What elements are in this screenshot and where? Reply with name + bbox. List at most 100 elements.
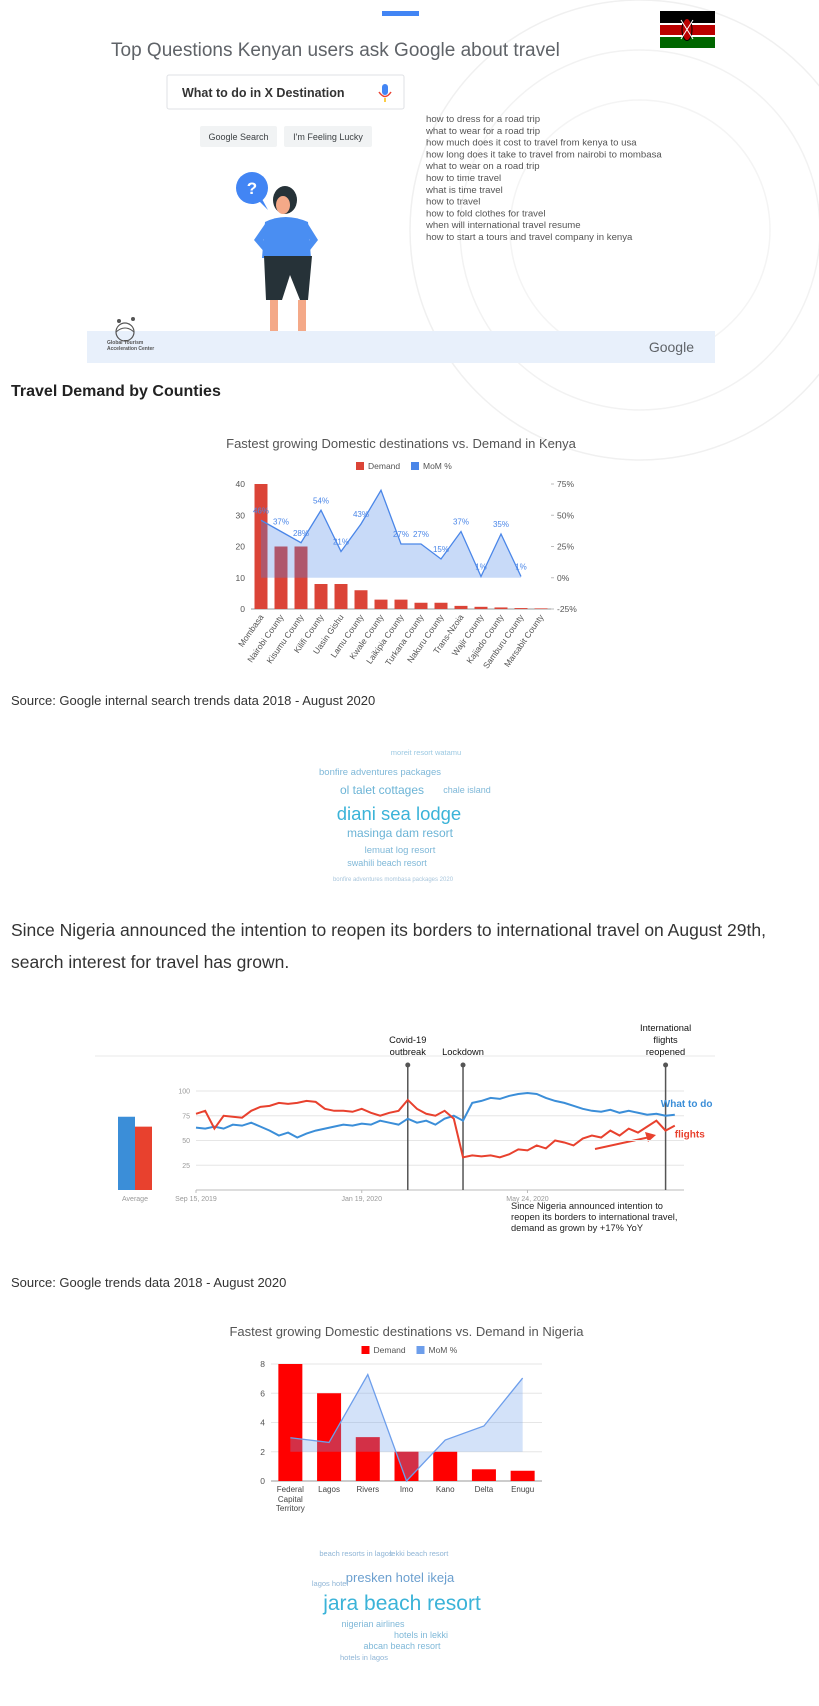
series-label: What to do (661, 1099, 713, 1110)
cloud-word: hotels in lekki (394, 1630, 448, 1640)
bar (394, 599, 408, 609)
y2-tick-label: 25% (557, 542, 574, 552)
section-heading: Travel Demand by Counties (11, 383, 221, 400)
trends-chart: 25 50 75 100 Sep 15, 2019 Jan 19, 2020 May 24,… (95, 1023, 715, 1203)
bar (514, 608, 528, 609)
y-tick-label: 10 (236, 573, 246, 583)
gtac-logo (115, 317, 135, 342)
y-tick-label: 4 (260, 1418, 265, 1428)
logo-text: Global Tourism Acceleration Center (107, 340, 155, 352)
nigeria-chart: Fastest growing Domestic destinations vs… (229, 1324, 584, 1486)
x-tick-label: Sep 15, 2019 (175, 1196, 217, 1203)
top-accent (382, 11, 419, 16)
y2-tick-label: 0% (557, 573, 570, 583)
wordcloud: diani sea lodge masinga dam resort ol tale… (319, 748, 491, 883)
event-dot (405, 1062, 411, 1068)
bar (314, 584, 328, 609)
event-dot (663, 1062, 669, 1068)
series-label: flights (675, 1130, 705, 1141)
data-label: 37% (273, 518, 289, 527)
line (195, 1098, 676, 1159)
search-query: What to do in X Destination (182, 86, 345, 100)
trend-arrow-head (645, 1132, 656, 1142)
question: how to start a tours and travel company … (426, 232, 633, 243)
data-label: 43% (353, 510, 369, 519)
x-tick-label: Jan 19, 2020 (341, 1196, 382, 1203)
bar (510, 1470, 535, 1481)
data-label: 28% (293, 529, 309, 538)
bar (254, 484, 268, 609)
button-label: I'm Feeling Lucky (293, 132, 363, 142)
cloud-word: moreit resort watamu (391, 748, 461, 757)
cloud-word: presken hotel ikeja (346, 1570, 455, 1585)
source-note: Source: Google internal search trends da… (11, 693, 376, 708)
event-label: Covid-19 outbreak (389, 1035, 426, 1057)
x-tick-label: Rivers (356, 1485, 380, 1494)
trend-arrow (594, 1136, 651, 1150)
area (290, 1374, 523, 1481)
y-tick-label: 2 (260, 1447, 265, 1457)
cloud-word: ol talet cottages (340, 783, 424, 797)
data-label: 54% (313, 496, 329, 505)
question: how to fold clothes for travel (426, 208, 545, 219)
data-label: 1% (475, 563, 487, 572)
infographic: Top Questions Kenyan users ask Google ab… (87, 0, 819, 461)
question: what to wear for a road trip (425, 126, 540, 137)
infographic-title: Top Questions Kenyan users ask Google ab… (111, 40, 560, 61)
question: how to time travel (426, 173, 501, 184)
question: how to dress for a road trip (426, 114, 540, 125)
cloud-word: lekki beach resort (390, 1549, 450, 1558)
x-tick-label: Lagos (318, 1485, 340, 1494)
y-tick-label: 6 (260, 1388, 265, 1398)
cloud-word: lagos hotel (312, 1579, 349, 1588)
chart-title: Fastest growing Domestic destinations vs… (226, 436, 576, 451)
y2-tick-label: -25% (557, 604, 577, 614)
data-label: 1% (515, 563, 527, 572)
wordcloud: jara beach resort presken hotel ikeja nige… (312, 1549, 481, 1662)
x-tick-label: Delta (474, 1485, 494, 1494)
data-label: 35% (493, 520, 509, 529)
y-tick-label: 100 (178, 1089, 190, 1096)
y-tick-label: 40 (236, 479, 246, 489)
decor-circle (409, 0, 819, 461)
average-label: Average (122, 1196, 148, 1203)
decor-circle (459, 49, 819, 411)
button-bg (284, 126, 372, 147)
x-tick-label: Kano (435, 1485, 455, 1494)
cloud-word: abcan beach resort (363, 1641, 441, 1651)
cloud-word: diani sea lodge (337, 803, 461, 824)
data-label: 27% (393, 530, 409, 539)
y-tick-label: 8 (260, 1359, 265, 1369)
bar (494, 607, 508, 609)
data-label: 37% (453, 518, 469, 527)
y-tick-label: 0 (260, 1476, 265, 1486)
y2-tick-label: 50% (557, 510, 574, 520)
legend-swatch (411, 462, 419, 470)
bar (274, 546, 288, 609)
bar (317, 1393, 342, 1481)
bar (278, 1364, 303, 1481)
question: when will international travel resume (425, 220, 581, 231)
event-label: Lockdown (442, 1047, 484, 1057)
x-tick-label: Imo (399, 1485, 414, 1494)
brand: Google (649, 339, 694, 355)
data-label: 21% (333, 538, 349, 547)
bar (394, 1451, 419, 1481)
line (260, 488, 522, 579)
y-tick-label: 30 (236, 510, 246, 520)
button-bg (200, 126, 277, 147)
x-tick-label: Federal Capital Territory (275, 1485, 305, 1513)
y-tick-label: 75 (182, 1113, 190, 1120)
line (290, 1372, 524, 1483)
data-label: 27% (413, 530, 429, 539)
bar (294, 546, 308, 609)
bar (433, 1451, 458, 1481)
legend-swatch (416, 1346, 425, 1354)
y-tick-label: 50 (182, 1138, 190, 1145)
average-bar (118, 1116, 135, 1190)
cloud-word: lemuat log resort (365, 845, 436, 856)
chart-note: Since Nigeria announced intention to reo… (511, 1201, 678, 1233)
bar (474, 606, 488, 609)
